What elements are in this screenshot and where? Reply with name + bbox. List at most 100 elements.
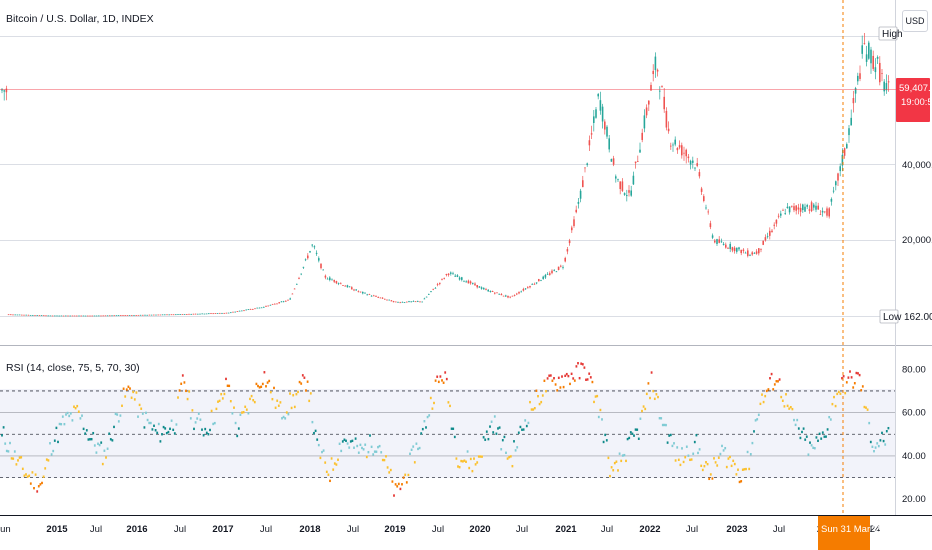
rsi-point bbox=[524, 419, 527, 422]
rsi-point bbox=[778, 378, 781, 381]
price-candle bbox=[665, 110, 668, 128]
price-candle bbox=[93, 315, 96, 317]
rsi-point bbox=[612, 469, 615, 472]
price-candle bbox=[161, 314, 164, 316]
price-candle bbox=[155, 314, 157, 316]
rsi-point bbox=[700, 464, 703, 468]
cursor-date: Sun 31 Mar '24 bbox=[821, 524, 885, 535]
price-candle bbox=[700, 188, 703, 192]
rsi-point bbox=[476, 461, 479, 464]
currency-button[interactable]: USD bbox=[902, 10, 928, 32]
price-candle bbox=[727, 247, 729, 249]
price-candle bbox=[142, 314, 144, 316]
rsi-point bbox=[85, 429, 88, 432]
rsi-point bbox=[170, 419, 173, 422]
rsi-point bbox=[89, 438, 91, 441]
price-candle bbox=[663, 96, 665, 110]
rsi-point bbox=[657, 395, 659, 399]
rsi-point bbox=[10, 457, 13, 460]
symbol-title[interactable]: Bitcoin / U.S. Dollar, 1D, INDEX bbox=[6, 13, 154, 25]
rsi-point bbox=[124, 395, 127, 398]
rsi-point bbox=[845, 381, 848, 384]
price-candle bbox=[245, 309, 247, 311]
rsi-point bbox=[201, 428, 203, 431]
rsi-point bbox=[802, 427, 805, 430]
rsi-point bbox=[749, 452, 752, 456]
rsi-point bbox=[197, 412, 200, 415]
time-tick-label: Jul bbox=[516, 524, 528, 535]
rsi-point bbox=[66, 411, 69, 415]
rsi-point bbox=[15, 463, 18, 466]
rsi-point bbox=[172, 428, 175, 432]
price-candle bbox=[659, 90, 661, 92]
rsi-point bbox=[279, 401, 282, 404]
price-candle bbox=[588, 140, 591, 146]
rsi-point bbox=[546, 377, 549, 380]
rsi-point bbox=[663, 423, 666, 427]
rsi-point bbox=[437, 380, 440, 384]
rsi-point bbox=[554, 383, 557, 386]
rsi-point bbox=[745, 467, 747, 471]
rsi-point bbox=[450, 427, 453, 430]
price-candle bbox=[67, 315, 69, 317]
price-candle bbox=[751, 252, 753, 255]
rsi-point bbox=[434, 379, 437, 382]
cursor-date-badge: Sun 31 Mar '24 bbox=[818, 516, 885, 550]
rsi-point bbox=[295, 392, 298, 396]
price-candle bbox=[399, 302, 401, 304]
rsi-point bbox=[805, 435, 808, 438]
rsi-point bbox=[226, 384, 229, 387]
rsi-point bbox=[359, 443, 362, 447]
rsi-point bbox=[506, 457, 509, 460]
rsi-point bbox=[401, 483, 403, 486]
rsi-point bbox=[557, 376, 560, 380]
rsi-point bbox=[127, 385, 130, 388]
price-candle bbox=[120, 315, 122, 316]
price-candle bbox=[445, 274, 448, 276]
price-candle bbox=[214, 313, 217, 314]
rsi-point bbox=[397, 482, 400, 486]
price-candle bbox=[223, 312, 225, 314]
rsi-point bbox=[748, 467, 751, 471]
rsi-point bbox=[796, 418, 799, 422]
price-gridlines bbox=[0, 36, 895, 317]
rsi-point bbox=[53, 439, 56, 442]
rsi-point bbox=[620, 459, 623, 463]
price-candle bbox=[122, 315, 124, 316]
price-candle bbox=[538, 279, 540, 282]
price-candle bbox=[300, 273, 302, 275]
price-candle bbox=[498, 293, 500, 295]
price-candle bbox=[243, 310, 245, 312]
price-candle bbox=[436, 284, 439, 286]
price-candle bbox=[736, 247, 738, 252]
rsi-tick-label: 60.00 bbox=[902, 408, 926, 419]
rsi-point bbox=[785, 393, 787, 396]
rsi-point bbox=[41, 481, 43, 485]
rsi-point bbox=[537, 394, 539, 398]
price-candle bbox=[828, 208, 830, 217]
rsi-point bbox=[697, 451, 699, 455]
price-candle bbox=[630, 190, 632, 196]
rsi-point bbox=[543, 379, 546, 382]
price-candle bbox=[676, 147, 679, 151]
rsi-point bbox=[649, 396, 651, 400]
rsi-point bbox=[154, 429, 157, 432]
price-candle bbox=[623, 193, 626, 195]
price-candle bbox=[707, 211, 709, 213]
price-candle bbox=[593, 116, 595, 123]
rsi-point bbox=[522, 428, 525, 431]
rsi-point bbox=[253, 400, 256, 404]
rsi-point bbox=[298, 380, 301, 384]
rsi-point bbox=[493, 415, 496, 418]
indicator-legend[interactable]: RSI (14, close, 75, 5, 70, 30) bbox=[6, 362, 140, 374]
price-candle bbox=[388, 299, 390, 301]
price-candle bbox=[802, 204, 804, 211]
rsi-point bbox=[682, 460, 685, 464]
rsi-band-fill bbox=[0, 389, 895, 478]
rsi-point bbox=[690, 458, 693, 461]
price-candle bbox=[456, 275, 459, 277]
rsi-point bbox=[255, 382, 258, 386]
rsi-point bbox=[410, 448, 413, 451]
price-candle bbox=[584, 167, 586, 169]
